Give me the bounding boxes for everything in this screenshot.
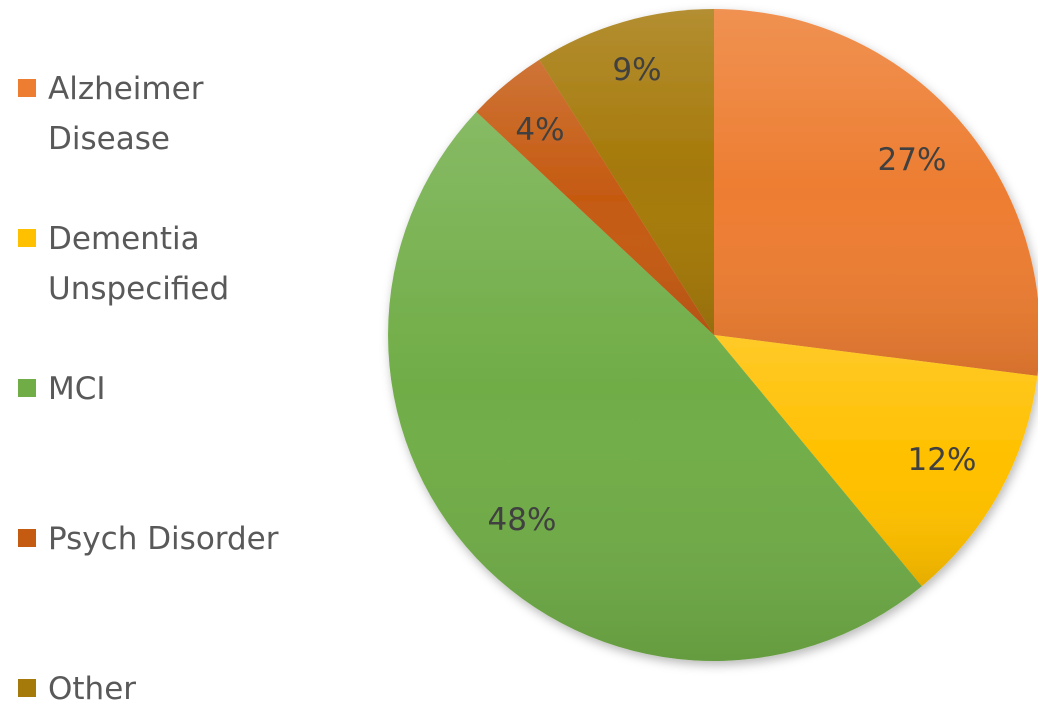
pie bbox=[388, 9, 1038, 661]
legend-swatch bbox=[18, 229, 36, 247]
data-label-dementia-unspecified: 12% bbox=[908, 442, 977, 478]
pie-slice-other bbox=[539, 9, 714, 335]
legend-label: Other bbox=[48, 671, 136, 707]
legend-item-alzheimer-disease: Alzheimer Disease bbox=[18, 71, 204, 157]
legend-swatch bbox=[18, 529, 36, 547]
pie-slice-alzheimer-disease bbox=[714, 9, 1038, 376]
legend-label: Alzheimer Disease bbox=[48, 71, 204, 157]
legend-label: MCI bbox=[48, 371, 106, 407]
data-label-alzheimer-disease: 27% bbox=[878, 142, 947, 178]
legend-swatch bbox=[18, 379, 36, 397]
data-label-other: 9% bbox=[612, 52, 661, 88]
legend-label: Dementia Unspecified bbox=[48, 221, 229, 307]
legend-swatch bbox=[18, 679, 36, 697]
legend-swatch bbox=[18, 79, 36, 97]
pie-slice-mci bbox=[388, 111, 922, 661]
legend-label: Psych Disorder bbox=[48, 521, 279, 557]
pie-slice-psych-disorder bbox=[476, 59, 714, 335]
legend-item-psych-disorder: Psych Disorder bbox=[18, 521, 279, 557]
legend-item-dementia-unspecified: Dementia Unspecified bbox=[18, 221, 229, 307]
data-label-psych-disorder: 4% bbox=[515, 112, 564, 148]
data-labels: 27% 12% 48% 4% 9% bbox=[488, 52, 977, 538]
legend: Alzheimer Disease Dementia Unspecified MCI Ps… bbox=[18, 71, 279, 707]
legend-item-other: Other bbox=[18, 671, 136, 707]
data-label-mci: 48% bbox=[488, 502, 557, 538]
pie-slice-dementia-unspecified bbox=[714, 335, 1038, 587]
legend-item-mci: MCI bbox=[18, 371, 106, 407]
